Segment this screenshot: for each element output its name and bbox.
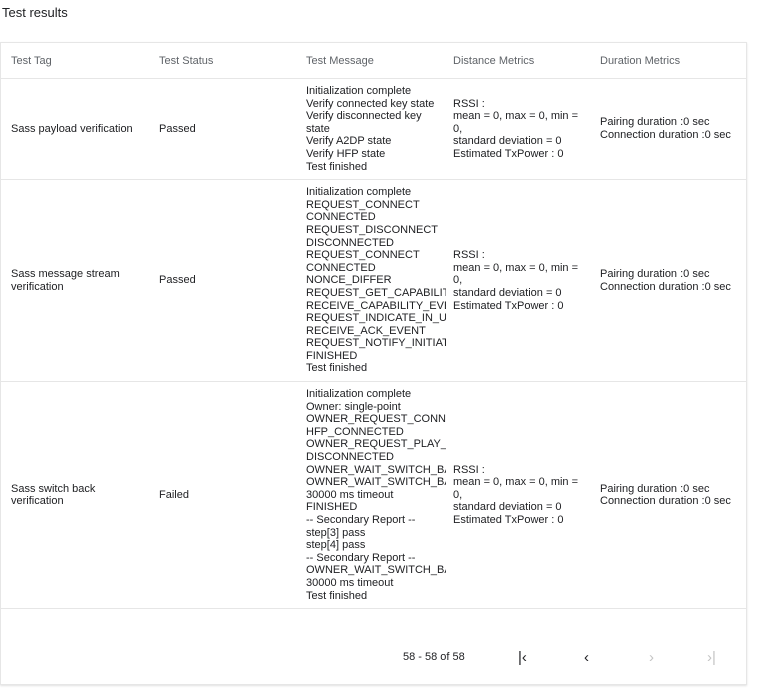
message-line: step[3] pass <box>306 526 366 539</box>
table-header-row: Test Tag Test Status Test Message Distan… <box>1 43 746 79</box>
message-line: Initialization complete <box>306 85 412 97</box>
message-line: OWNER_REQUEST_PLAY_MEDIA <box>306 438 446 451</box>
column-header-duration-metrics[interactable]: Duration Metrics <box>590 43 746 79</box>
message-line: DISCONNECTED <box>306 451 395 464</box>
chevron-left-icon[interactable]: ‹ <box>584 648 589 666</box>
distance-line: Estimated TxPower : 0 <box>453 147 564 160</box>
message-line: Verify HFP state <box>306 147 386 160</box>
distance-line: RSSI : <box>453 97 485 110</box>
duration-line: Pairing duration :0 sec <box>600 116 710 129</box>
table-row: Sass payload verification Passed Initializ… <box>1 78 746 181</box>
message-line: CONNECTED <box>306 261 376 274</box>
message-line: FINISHED <box>306 501 358 514</box>
distance-metrics-cell: RSSI : mean = 0, max = 0, min = 0, standar… <box>443 381 590 610</box>
duration-line: Pairing duration :0 sec <box>600 268 710 281</box>
distance-line: RSSI : <box>453 463 485 476</box>
distance-line: mean = 0, max = 0, min = 0, <box>453 261 579 287</box>
message-line: -- Secondary Report -- <box>306 514 416 526</box>
message-line: NONCE_DIFFER <box>306 274 392 287</box>
test-message-cell: Initialization complete Verify connected … <box>296 78 443 181</box>
message-line: REQUEST_NOTIFY_INITIATED_ <box>306 337 446 350</box>
message-line: 30000 ms timeout <box>306 488 394 501</box>
distance-line: RSSI : <box>453 249 485 262</box>
message-line: Verify A2DP state <box>306 135 392 148</box>
duration-metrics-cell: Pairing duration :0 sec Connection durati… <box>590 179 746 383</box>
last-page-icon[interactable]: ›| <box>707 648 716 666</box>
message-line: FINISHED <box>306 349 358 362</box>
duration-line: Connection duration :0 sec <box>600 495 731 508</box>
chevron-right-icon[interactable]: › <box>649 648 654 666</box>
message-line: 30000 ms timeout <box>306 576 394 589</box>
page-title: Test results <box>2 5 68 20</box>
message-line: step[4] pass <box>306 539 366 552</box>
test-status-cell: Passed <box>149 78 296 181</box>
first-page-icon[interactable]: |‹ <box>518 648 527 666</box>
message-line: HFP_CONNECTED <box>306 425 404 438</box>
message-line: RECEIVE_ACK_EVENT <box>306 324 426 337</box>
distance-metrics-cell: RSSI : mean = 0, max = 0, min = 0, standar… <box>443 78 590 181</box>
message-line: OWNER_WAIT_SWITCH_BACK <box>306 463 446 476</box>
test-message-cell: Initialization complete Owner: single-poi… <box>296 381 446 610</box>
distance-line: mean = 0, max = 0, min = 0, <box>453 110 579 135</box>
message-line: Test finished <box>306 589 368 602</box>
distance-line: standard deviation = 0 <box>453 135 562 148</box>
column-header-distance-metrics[interactable]: Distance Metrics <box>443 43 590 79</box>
duration-metrics-cell: Pairing duration :0 sec Connection durati… <box>590 78 746 181</box>
paginator: 58 - 58 of 58 |‹ ‹ › ›| <box>1 630 746 684</box>
duration-line: Pairing duration :0 sec <box>600 482 710 495</box>
message-line: REQUEST_DISCONNECT <box>306 223 439 236</box>
table-row: Sass switch back verification Failed Initi… <box>1 381 746 610</box>
duration-line: Connection duration :0 sec <box>600 129 731 142</box>
message-line: Verify disconnected key state <box>306 110 422 135</box>
distance-line: Estimated TxPower : 0 <box>453 514 564 526</box>
message-line: REQUEST_GET_CAPABILITY <box>306 286 446 299</box>
message-line: REQUEST_CONNECT <box>306 198 420 211</box>
test-tag-cell: Sass message stream verification <box>1 179 149 383</box>
message-line: REQUEST_CONNECT <box>306 249 420 262</box>
test-status-cell: Failed <box>149 381 296 610</box>
distance-metrics-cell: RSSI : mean = 0, max = 0, min = 0, standar… <box>443 179 590 383</box>
test-tag-cell: Sass switch back verification <box>1 381 149 610</box>
distance-line: standard deviation = 0 <box>453 501 562 514</box>
message-line: DISCONNECTED <box>306 236 395 249</box>
column-header-test-message[interactable]: Test Message <box>296 43 443 79</box>
column-header-test-status[interactable]: Test Status <box>149 43 296 79</box>
test-message-cell: Initialization complete REQUEST_CONNECT CO… <box>296 179 446 383</box>
message-line: -- Secondary Report -- <box>306 551 416 564</box>
table-row: Sass message stream verification Passed In… <box>1 179 746 383</box>
distance-line: mean = 0, max = 0, min = 0, <box>453 476 579 501</box>
message-line: REQUEST_INDICATE_IN_USE_ <box>306 312 446 325</box>
distance-line: standard deviation = 0 <box>453 286 562 299</box>
message-line: OWNER_WAIT_SWITCH_BACK <box>306 564 446 577</box>
message-line: Owner: single-point <box>306 400 401 413</box>
message-line: Test finished <box>306 160 368 173</box>
page-range-label: 58 - 58 of 58 <box>403 651 465 663</box>
message-line: Test finished <box>306 362 368 375</box>
test-status-cell: Passed <box>149 179 296 383</box>
duration-metrics-cell: Pairing duration :0 sec Connection durati… <box>590 381 746 610</box>
duration-line: Connection duration :0 sec <box>600 280 731 293</box>
message-line: OWNER_WAIT_SWITCH_BACK <box>306 476 446 489</box>
message-line: Initialization complete <box>306 186 412 199</box>
message-line: Verify connected key state <box>306 97 435 110</box>
test-tag-cell: Sass payload verification <box>1 78 149 181</box>
message-line: CONNECTED <box>306 211 376 224</box>
message-line: RECEIVE_CAPABILITY_EVENT <box>306 299 446 312</box>
test-results-table-card: Test Tag Test Status Test Message Distan… <box>0 42 747 685</box>
column-header-test-tag[interactable]: Test Tag <box>1 43 149 79</box>
message-line: Initialization complete <box>306 388 412 401</box>
test-results-table: Test Tag Test Status Test Message Distan… <box>1 43 746 610</box>
message-line: OWNER_REQUEST_CONNECT <box>306 413 446 426</box>
distance-line: Estimated TxPower : 0 <box>453 299 564 312</box>
